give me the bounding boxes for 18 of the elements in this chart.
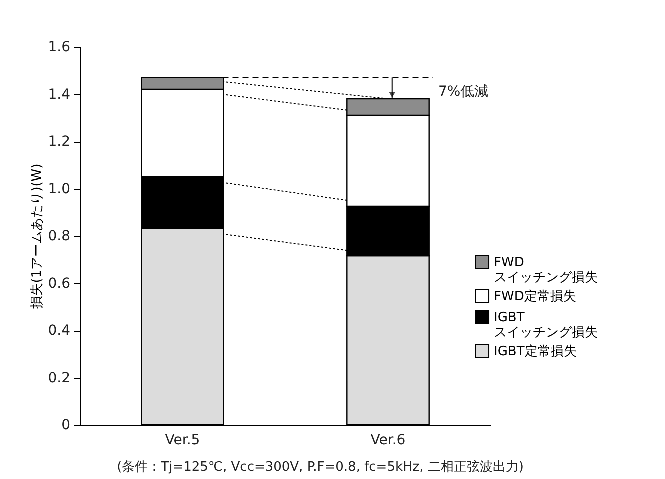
y-tick-label: 0.2 — [48, 370, 70, 386]
annotation: 7%低減 — [438, 84, 489, 100]
legend-label: FWD スイッチング損失 — [494, 255, 598, 286]
y-tick-label: 0.6 — [48, 276, 71, 292]
y-tick-label: 1.6 — [48, 40, 71, 56]
y-tick-label: 0 — [62, 418, 70, 434]
y-axis-title: 損失(1アームあたり)(W) — [30, 164, 46, 310]
legend-label: FWD定常損失 — [494, 289, 576, 304]
text: (条件：Tj=125℃, Vcc=300V, P.F=0.8, fc=5kHz, 二相正弦波出力) — [117, 460, 524, 475]
legend-label: IGBT スイッチング損失 — [494, 310, 598, 340]
y-tick-label: 1.2 — [48, 134, 70, 150]
x-tick-label: Ver.5 — [165, 432, 200, 448]
y-tick-label: 1.4 — [48, 86, 71, 103]
legend-label: IGBT定常損失 — [494, 344, 577, 360]
y-tick-label: 1.0 — [48, 181, 70, 198]
y-tick-label: 0.8 — [48, 228, 70, 244]
y-tick-label: 0.4 — [48, 323, 71, 339]
x-tick-label: Ver.6 — [370, 432, 406, 448]
